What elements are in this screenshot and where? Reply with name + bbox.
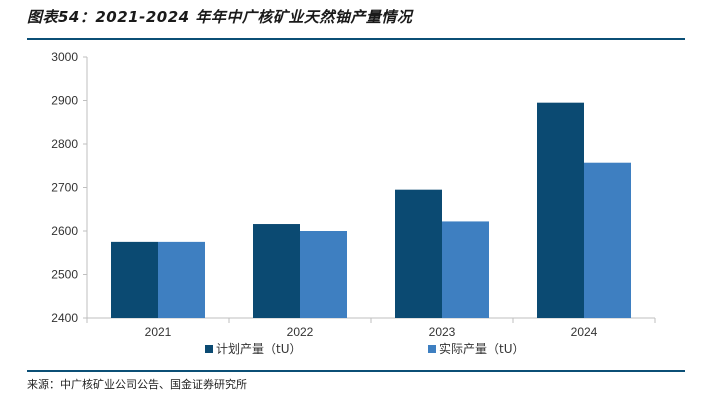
bottom-rule [27,370,685,372]
legend-swatch [205,345,213,353]
bar-2021-planned [111,241,158,318]
top-rule [27,38,685,40]
bar-2024-planned [537,102,584,318]
chart-title: 图表54：2021-2024 年年中广核矿业天然铀产量情况 [27,8,413,26]
y-tick-label: 2700 [51,181,78,195]
legend-swatch [428,345,436,353]
x-tick-label: 2022 [287,325,314,339]
x-tick-label: 2024 [571,325,598,339]
y-tick-label: 3000 [51,50,78,64]
bar-2023-planned [395,189,442,318]
bar-2023-actual [442,221,489,318]
bar-2024-actual [584,162,631,318]
x-tick-label: 2021 [145,325,172,339]
bar-2022-actual [300,231,347,318]
y-tick-label: 2500 [51,268,78,282]
y-tick-label: 2400 [51,311,78,325]
bar-2021-actual [158,241,205,318]
y-tick-label: 2900 [51,94,78,108]
y-tick-label: 2800 [51,137,78,151]
legend-label: 计划产量（tU） [216,342,302,356]
source-note: 来源：中广核矿业公司公告、国金证券研究所 [27,378,247,391]
y-tick-label: 2600 [51,224,78,238]
bar-2022-planned [253,224,300,318]
x-tick-label: 2023 [429,325,456,339]
legend-label: 实际产量（tU） [439,341,525,356]
